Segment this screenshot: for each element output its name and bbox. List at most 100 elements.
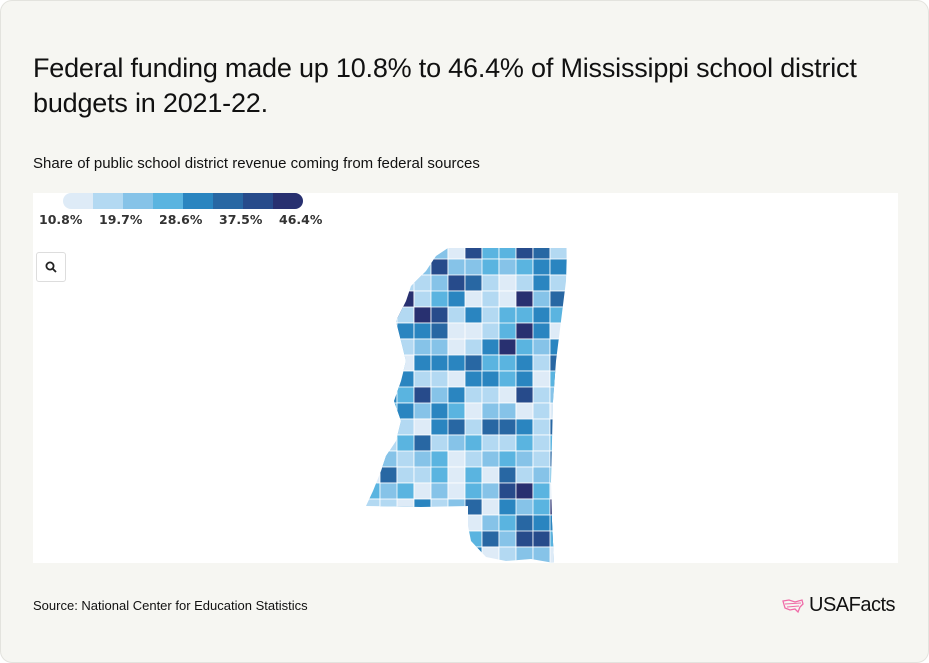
school-district[interactable] <box>498 338 517 356</box>
school-district[interactable] <box>498 530 517 548</box>
school-district[interactable] <box>481 466 500 484</box>
school-district[interactable] <box>363 354 381 372</box>
school-district[interactable] <box>464 482 483 500</box>
school-district[interactable] <box>498 354 517 372</box>
school-district[interactable] <box>430 498 449 532</box>
school-district[interactable] <box>396 322 415 340</box>
school-district[interactable] <box>447 386 466 404</box>
school-district[interactable] <box>430 322 449 340</box>
school-district[interactable] <box>447 466 466 484</box>
school-district[interactable] <box>549 546 567 563</box>
school-district[interactable] <box>464 386 483 404</box>
school-district[interactable] <box>566 306 601 324</box>
school-district[interactable] <box>413 402 432 420</box>
school-district[interactable] <box>363 482 381 500</box>
school-district[interactable] <box>464 546 483 563</box>
school-district[interactable] <box>549 274 584 292</box>
school-district[interactable] <box>447 546 466 563</box>
school-district[interactable] <box>396 514 415 532</box>
school-district[interactable] <box>430 258 449 276</box>
school-district[interactable] <box>566 386 584 420</box>
school-district[interactable] <box>532 322 551 340</box>
school-district[interactable] <box>549 434 567 452</box>
school-district[interactable] <box>481 322 500 340</box>
school-district[interactable] <box>549 450 567 468</box>
school-district[interactable] <box>515 243 534 260</box>
school-district[interactable] <box>532 418 551 436</box>
school-district[interactable] <box>498 546 517 563</box>
school-district[interactable] <box>413 546 449 563</box>
school-district[interactable] <box>464 514 483 532</box>
school-district[interactable] <box>566 418 601 436</box>
school-district[interactable] <box>566 546 584 563</box>
school-district[interactable] <box>363 530 381 563</box>
school-district[interactable] <box>498 386 517 404</box>
school-district[interactable] <box>379 370 398 404</box>
school-district[interactable] <box>515 466 534 484</box>
school-district[interactable] <box>379 514 398 532</box>
school-district[interactable] <box>532 354 551 372</box>
school-district[interactable] <box>396 450 415 468</box>
school-district[interactable] <box>549 514 567 532</box>
school-district[interactable] <box>481 306 500 324</box>
school-district[interactable] <box>481 354 500 372</box>
school-district[interactable] <box>379 466 398 484</box>
school-district[interactable] <box>363 418 398 436</box>
school-district[interactable] <box>566 274 584 292</box>
school-district[interactable] <box>430 370 449 388</box>
school-district[interactable] <box>363 243 398 260</box>
school-district[interactable] <box>566 514 584 532</box>
school-district[interactable] <box>379 530 415 563</box>
school-district[interactable] <box>566 370 601 404</box>
school-district[interactable] <box>566 258 601 276</box>
school-district[interactable] <box>515 354 534 372</box>
school-district[interactable] <box>532 386 551 404</box>
school-district[interactable] <box>532 466 551 484</box>
school-district[interactable] <box>481 482 500 500</box>
school-district[interactable] <box>379 450 398 468</box>
school-district[interactable] <box>515 306 534 324</box>
school-district[interactable] <box>498 418 517 436</box>
school-district[interactable] <box>464 243 483 260</box>
school-district[interactable] <box>413 482 432 500</box>
school-district[interactable] <box>498 290 517 308</box>
school-district[interactable] <box>379 354 398 372</box>
school-district[interactable] <box>549 258 567 276</box>
school-district[interactable] <box>464 530 483 548</box>
school-district[interactable] <box>379 386 398 420</box>
school-district[interactable] <box>363 338 398 356</box>
school-district[interactable] <box>532 258 551 276</box>
school-district[interactable] <box>481 530 500 548</box>
school-district[interactable] <box>549 482 584 500</box>
school-district[interactable] <box>413 530 432 563</box>
school-district[interactable] <box>532 482 551 500</box>
school-district[interactable] <box>566 482 584 516</box>
school-district[interactable] <box>515 258 534 276</box>
school-district[interactable] <box>413 306 432 324</box>
school-district[interactable] <box>532 274 551 292</box>
school-district[interactable] <box>413 514 432 548</box>
school-district[interactable] <box>447 530 466 563</box>
school-district[interactable] <box>413 243 432 260</box>
school-district[interactable] <box>413 354 432 372</box>
school-district[interactable] <box>396 354 415 372</box>
school-district[interactable] <box>549 530 567 548</box>
school-district[interactable] <box>566 530 584 563</box>
school-district[interactable] <box>515 530 534 548</box>
school-district[interactable] <box>379 258 415 276</box>
school-district[interactable] <box>532 243 551 260</box>
school-district[interactable] <box>549 466 584 484</box>
school-district[interactable] <box>549 306 584 324</box>
school-district[interactable] <box>532 434 551 452</box>
school-district[interactable] <box>481 498 500 516</box>
school-district[interactable] <box>447 514 466 532</box>
school-district[interactable] <box>396 386 415 404</box>
school-district[interactable] <box>413 498 432 516</box>
school-district[interactable] <box>379 418 398 436</box>
school-district[interactable] <box>566 243 584 260</box>
school-district[interactable] <box>532 402 551 420</box>
school-district[interactable] <box>447 434 466 452</box>
zoom-button[interactable] <box>36 252 66 282</box>
school-district[interactable] <box>549 322 567 340</box>
school-district[interactable] <box>498 482 517 500</box>
